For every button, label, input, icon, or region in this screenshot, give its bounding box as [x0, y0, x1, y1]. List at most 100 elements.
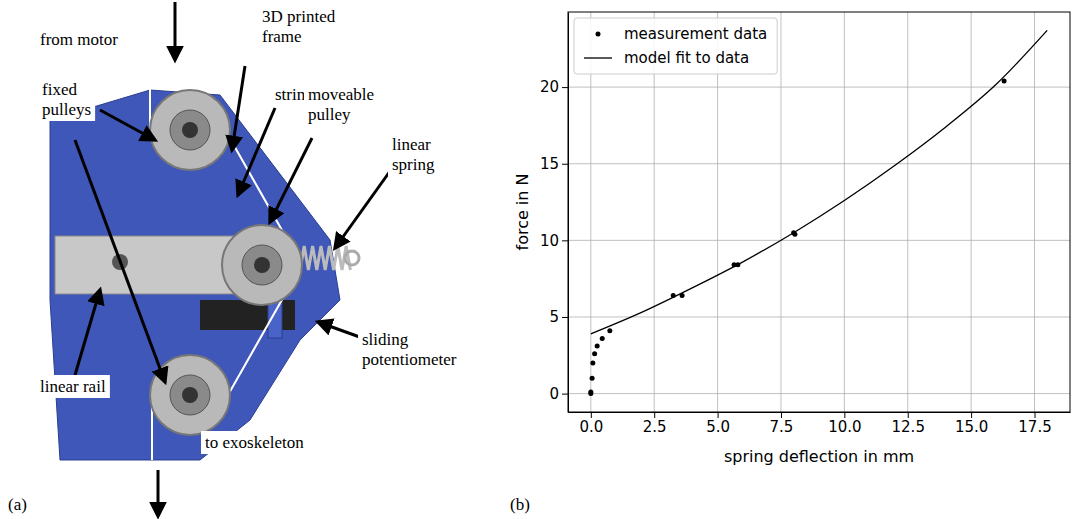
legend-line	[584, 57, 612, 58]
annotation-background	[358, 328, 461, 371]
annotation-background	[38, 78, 95, 121]
legend-item: measurement data	[596, 25, 768, 43]
grid-line	[568, 240, 1070, 241]
panel-label: (b)	[510, 495, 530, 514]
annotation-arrow	[157, 470, 160, 516]
annotation-arrow	[75, 140, 165, 382]
pulley	[150, 90, 230, 170]
tick-mark	[562, 87, 568, 88]
annotation-label: linear rail	[40, 377, 106, 396]
annotation: slidingpotentiometer	[358, 328, 461, 371]
annotation: 3D printedframe	[258, 5, 340, 48]
pulley-hub	[170, 375, 210, 415]
linear-rail	[55, 236, 245, 294]
plot-area	[588, 30, 1047, 396]
tick-label: 5.0	[706, 418, 730, 436]
annotation-label: moveablepulley	[308, 85, 374, 124]
data-point	[590, 360, 595, 365]
data-point	[592, 351, 597, 356]
tick-label: 10.0	[828, 418, 861, 436]
annotation-arrows	[75, 2, 398, 516]
grid-line	[971, 12, 972, 412]
data-point	[600, 336, 605, 341]
tick: 0	[549, 385, 568, 403]
tick-label: 15	[540, 155, 559, 173]
annotation: linearspring	[388, 133, 439, 176]
plot-frame	[568, 12, 1070, 412]
tick-mark	[562, 394, 568, 395]
y-axis: 0 5 10 15 20	[540, 13, 569, 413]
legend-box	[574, 18, 777, 74]
grid	[568, 12, 1070, 412]
tick-mark	[562, 317, 568, 318]
annotation-background	[201, 431, 308, 454]
annotation-background	[36, 28, 122, 51]
tick-label: 0	[549, 385, 559, 403]
annotation-arrow	[270, 138, 312, 222]
panel-label: (a)	[8, 495, 27, 514]
tick: 17.5	[1018, 412, 1051, 436]
panel-b: 0.02.55.07.510.012.515.017.505101520spri…	[513, 12, 1071, 466]
tick: 10	[540, 232, 568, 250]
tick-label: 2.5	[643, 418, 667, 436]
tick: 15	[540, 155, 568, 173]
annotation-background	[388, 133, 439, 176]
tick-label: 15.0	[955, 418, 988, 436]
data-point	[607, 328, 612, 333]
tick: 5	[549, 308, 568, 326]
pulley-bolt	[182, 387, 198, 403]
tick: 5.0	[706, 412, 730, 436]
annotation-label: to exoskeleton	[205, 433, 304, 452]
tick-label: 0.0	[579, 418, 603, 436]
annotation-label: slidingpotentiometer	[362, 330, 457, 369]
annotation-background	[36, 375, 110, 398]
grid-line	[568, 163, 1070, 164]
grid-line	[568, 87, 1070, 88]
fit-line	[591, 30, 1047, 333]
frame	[50, 90, 340, 460]
data-point	[595, 344, 600, 349]
annotation-arrow	[232, 66, 245, 150]
tick: 12.5	[892, 412, 925, 436]
legend-label: measurement data	[624, 25, 767, 43]
pulley	[150, 355, 230, 435]
tick: 7.5	[770, 412, 794, 436]
annotation-background	[304, 83, 378, 126]
annotation-arrow	[100, 110, 155, 140]
tick-mark	[562, 240, 568, 241]
panel-a: from motor3D printedframefixedpulleysstr…	[36, 0, 461, 516]
grid-line	[780, 12, 781, 412]
tick-label: 20	[540, 78, 559, 96]
annotation-labels: from motor3D printedframefixedpulleysstr…	[36, 5, 461, 454]
annotation: fixedpulleys	[38, 78, 95, 121]
x-axis: 0.0 2.5 5.0 7.5 10.0 12.5 15.0 17.5	[569, 412, 1071, 436]
annotation: linear rail	[36, 375, 110, 398]
tick: 15.0	[955, 412, 988, 436]
annotation-label: fixedpulleys	[42, 80, 91, 119]
pulley-bolt	[254, 257, 270, 273]
pulley-hub	[170, 110, 210, 150]
annotation-arrow	[174, 2, 177, 60]
tick-label: 5	[549, 308, 559, 326]
pulley-hub	[242, 245, 282, 285]
legend-item: model fit to data	[584, 49, 749, 67]
data-point	[590, 376, 595, 381]
data-point	[588, 390, 593, 395]
grid-line	[907, 12, 908, 412]
tick: 0.0	[579, 412, 603, 436]
tick-mark	[562, 164, 568, 165]
tick-label: 7.5	[770, 418, 794, 436]
annotation-label: from motor	[40, 30, 118, 49]
annotation: from motor	[36, 28, 122, 51]
y-axis-title: force in N	[513, 173, 532, 250]
grid-line	[568, 393, 1070, 394]
annotation-label: linearspring	[392, 135, 435, 174]
tick: 10.0	[828, 412, 861, 436]
annotation-background	[258, 5, 340, 48]
annotation: moveablepulley	[304, 83, 378, 126]
figure: from motor3D printedframefixedpulleysstr…	[0, 0, 1083, 519]
annotation: to exoskeleton	[201, 431, 308, 454]
annotation-arrow	[75, 290, 100, 375]
grid-line	[844, 12, 845, 412]
spring-hook	[345, 251, 359, 265]
